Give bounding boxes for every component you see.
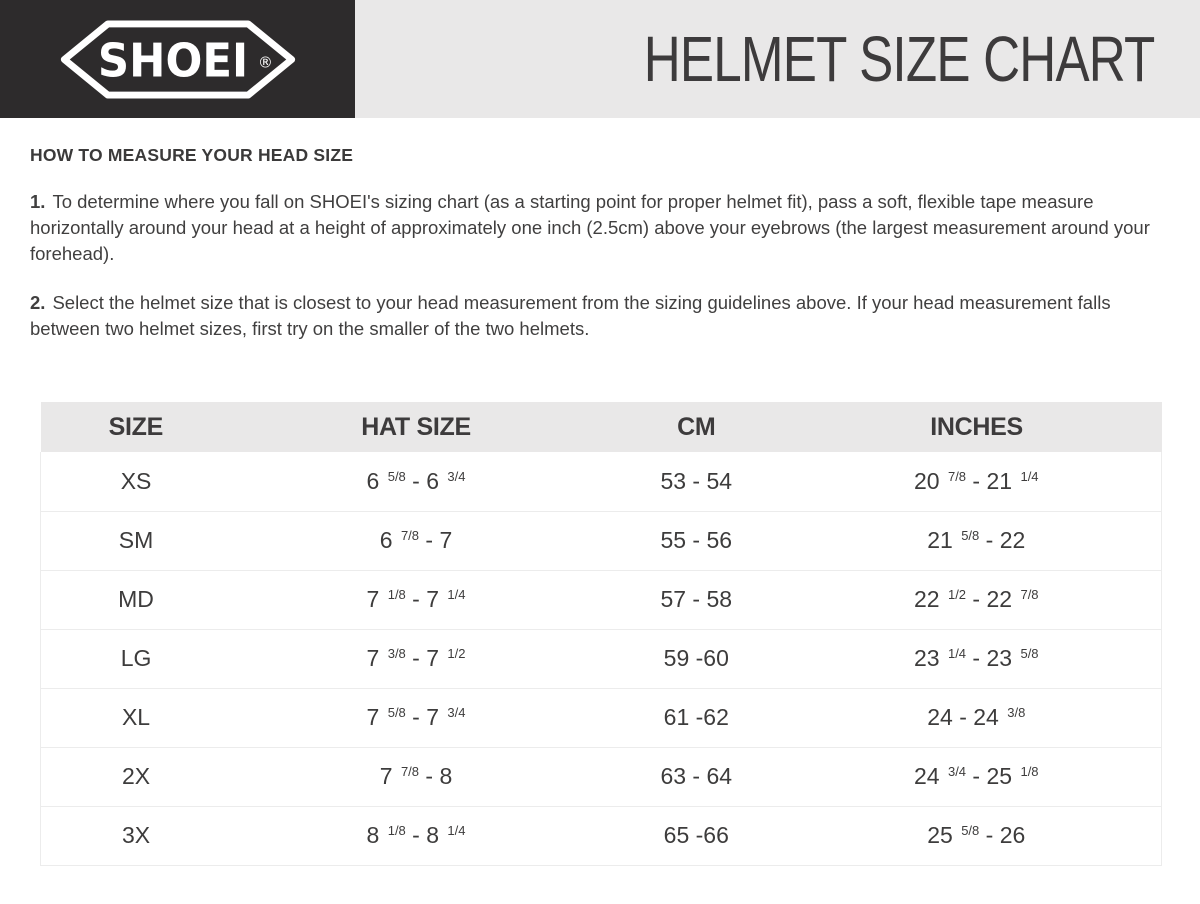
shoei-logo-icon: SHOEI ® [60,19,295,99]
cell-inches: 25 5/8 - 26 [791,806,1162,866]
table-row: SM 6 7/8 - 7 55 - 56 21 5/8 - 22 [40,511,1162,571]
fraction: 1/8 [387,823,406,838]
cell-size: XL [40,688,232,748]
fraction: 1/4 [1020,468,1039,484]
cell-cm: 59 -60 [600,629,792,689]
page-title: HELMET SIZE CHART [644,23,1156,95]
step-number: 2. [30,292,46,313]
cell-inches: 20 7/8 - 21 1/4 [791,452,1162,512]
fraction: 1/2 [947,587,967,602]
cell-hat-size: 6 5/8 - 6 3/4 [231,452,601,512]
logo-hexagon-outline [60,19,295,99]
size-table-body: XS 6 5/8 - 6 3/4 53 - 54 20 7/8 - 21 1/4 SM 6… [40,452,1162,866]
cell-hat-size: 7 3/8 - 7 1/2 [231,629,601,689]
fraction: 1/4 [947,646,967,661]
fraction: 3/4 [447,468,466,484]
fraction: 5/8 [387,468,406,484]
registered-mark: ® [258,54,273,71]
cell-hat-size: 6 7/8 - 7 [231,511,601,571]
fraction: 5/8 [961,528,980,543]
cell-cm: 53 - 54 [600,452,792,512]
column-header-cm: CM [600,402,792,452]
table-row: 2X 7 7/8 - 8 63 - 64 24 3/4 - 25 1/8 [40,747,1162,807]
cell-inches: 24 3/4 - 25 1/8 [791,747,1162,807]
cell-cm: 61 -62 [600,688,792,748]
fraction: 1/8 [1020,764,1039,779]
fraction: 7/8 [947,468,967,484]
cell-inches: 23 1/4 - 23 5/8 [791,629,1162,689]
cell-cm: 55 - 56 [600,511,792,571]
column-header-inches: INCHES [791,402,1162,452]
cell-inches: 24 - 24 3/8 [791,688,1162,748]
table-row: XS 6 5/8 - 6 3/4 53 - 54 20 7/8 - 21 1/4 [40,452,1162,512]
step-text: Select the helmet size that is closest t… [30,292,1111,339]
fraction: 5/8 [1020,646,1039,661]
table-row: 3X 8 1/8 - 8 1/4 65 -66 25 5/8 - 26 [40,806,1162,866]
cell-hat-size: 7 1/8 - 7 1/4 [231,570,601,630]
step-text: To determine where you fall on SHOEI's s… [30,191,1150,264]
fraction: 7/8 [400,528,420,543]
fraction: 1/4 [447,823,466,838]
logo-box: SHOEI ® [0,0,355,118]
table-row: MD 7 1/8 - 7 1/4 57 - 58 22 1/2 - 22 7/8 [40,570,1162,630]
fraction: 3/8 [1007,705,1026,720]
instructions-section: HOW TO MEASURE YOUR HEAD SIZE 1. To deter… [0,145,1200,342]
column-header-hat-size: HAT SIZE [231,402,601,452]
fraction: 1/2 [447,646,466,661]
page-header: SHOEI ® HELMET SIZE CHART [0,0,1200,118]
instruction-step-1: 1. To determine where you fall on SHOEI's… [30,189,1170,267]
header-row: SIZE HAT SIZE CM INCHES [40,402,1162,452]
cell-inches: 22 1/2 - 22 7/8 [791,570,1162,630]
fraction: 1/4 [447,587,466,602]
cell-size: SM [40,511,232,571]
cell-inches: 21 5/8 - 22 [791,511,1162,571]
cell-size: MD [40,570,232,630]
instruction-step-2: 2. Select the helmet size that is closest… [30,290,1170,342]
fraction: 7/8 [400,764,420,779]
cell-size: XS [40,452,232,512]
step-number: 1. [30,191,46,212]
column-header-size: SIZE [40,402,232,452]
table-row: LG 7 3/8 - 7 1/2 59 -60 23 1/4 - 23 5/8 [40,629,1162,689]
cell-hat-size: 7 7/8 - 8 [231,747,601,807]
fraction: 5/8 [961,823,980,838]
fraction: 3/8 [387,646,406,661]
cell-cm: 57 - 58 [600,570,792,630]
fraction: 3/4 [447,705,466,720]
fraction: 7/8 [1020,587,1039,602]
table-row: XL 7 5/8 - 7 3/4 61 -62 24 - 24 3/8 [40,688,1162,748]
cell-hat-size: 8 1/8 - 8 1/4 [231,806,601,866]
title-band: HELMET SIZE CHART [355,0,1200,118]
cell-size: LG [40,629,232,689]
cell-size: 3X [40,806,232,866]
size-table: SIZE HAT SIZE CM INCHES XS 6 5/8 - 6 3/4 5… [40,402,1162,866]
cell-hat-size: 7 5/8 - 7 3/4 [231,688,601,748]
fraction: 1/8 [387,587,406,602]
cell-cm: 65 -66 [600,806,792,866]
section-heading: HOW TO MEASURE YOUR HEAD SIZE [30,145,354,165]
fraction: 3/4 [947,764,967,779]
fraction: 5/8 [387,705,406,720]
size-table-header: SIZE HAT SIZE CM INCHES [40,402,1162,452]
cell-size: 2X [40,747,232,807]
cell-cm: 63 - 64 [600,747,792,807]
logo-wordmark: SHOEI [97,33,247,87]
